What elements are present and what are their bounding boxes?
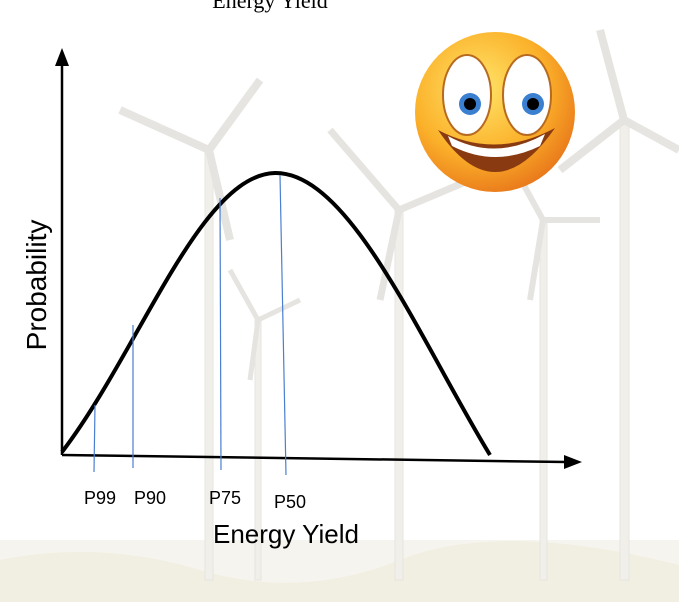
turbine	[118, 77, 264, 581]
marker-line	[93, 404, 96, 473]
y-axis-label: Probability	[21, 220, 52, 351]
marker-lines	[93, 174, 287, 476]
marker-label: P99	[84, 488, 116, 508]
turbine	[227, 268, 302, 581]
turbine	[557, 28, 679, 581]
marker-label: P90	[134, 488, 166, 508]
probability-curve	[60, 170, 492, 457]
x-arrow	[564, 455, 582, 469]
marker-line	[279, 174, 287, 476]
title: Energy Yield	[212, 0, 327, 13]
x-axis	[61, 453, 567, 464]
axes	[55, 48, 582, 469]
marker-label: P50	[274, 492, 306, 512]
marker-line	[219, 197, 222, 471]
y-arrow	[55, 48, 69, 66]
turbine-background	[0, 28, 679, 602]
turbine	[327, 127, 472, 581]
marker-label: P75	[209, 488, 241, 508]
smiley	[415, 32, 575, 192]
x-axis-label: Energy Yield	[213, 519, 359, 549]
turbine	[507, 158, 600, 581]
